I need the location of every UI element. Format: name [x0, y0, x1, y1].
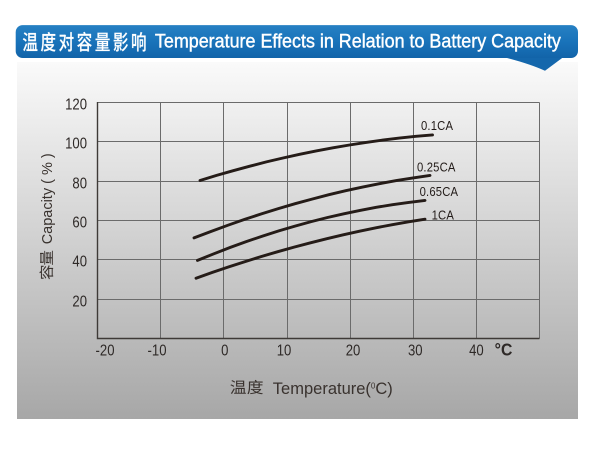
svg-text:°C: °C [495, 340, 513, 360]
svg-text:60: 60 [72, 215, 87, 232]
svg-text:0.25CA: 0.25CA [417, 160, 456, 175]
svg-text:120: 120 [65, 97, 87, 114]
svg-text:1CA: 1CA [432, 208, 455, 223]
svg-text:0.1CA: 0.1CA [421, 118, 454, 133]
svg-text:0: 0 [221, 342, 228, 359]
svg-text:Temperature(0C): Temperature(0C) [273, 380, 393, 398]
svg-text:20: 20 [72, 294, 87, 311]
svg-text:Temperature Effects in Relatio: Temperature Effects in Relation to Batte… [155, 31, 561, 52]
svg-text:10: 10 [277, 342, 292, 359]
svg-text:30: 30 [408, 342, 423, 359]
svg-text:40: 40 [469, 342, 484, 359]
svg-text:Capacity ( % ): Capacity ( % ) [39, 153, 56, 244]
svg-text:-20: -20 [96, 342, 115, 359]
svg-text:0.65CA: 0.65CA [420, 185, 459, 200]
svg-text:20: 20 [346, 342, 361, 359]
svg-text:-10: -10 [148, 342, 167, 359]
svg-text:80: 80 [72, 176, 87, 193]
svg-text:100: 100 [65, 136, 87, 153]
svg-text:40: 40 [72, 254, 87, 271]
